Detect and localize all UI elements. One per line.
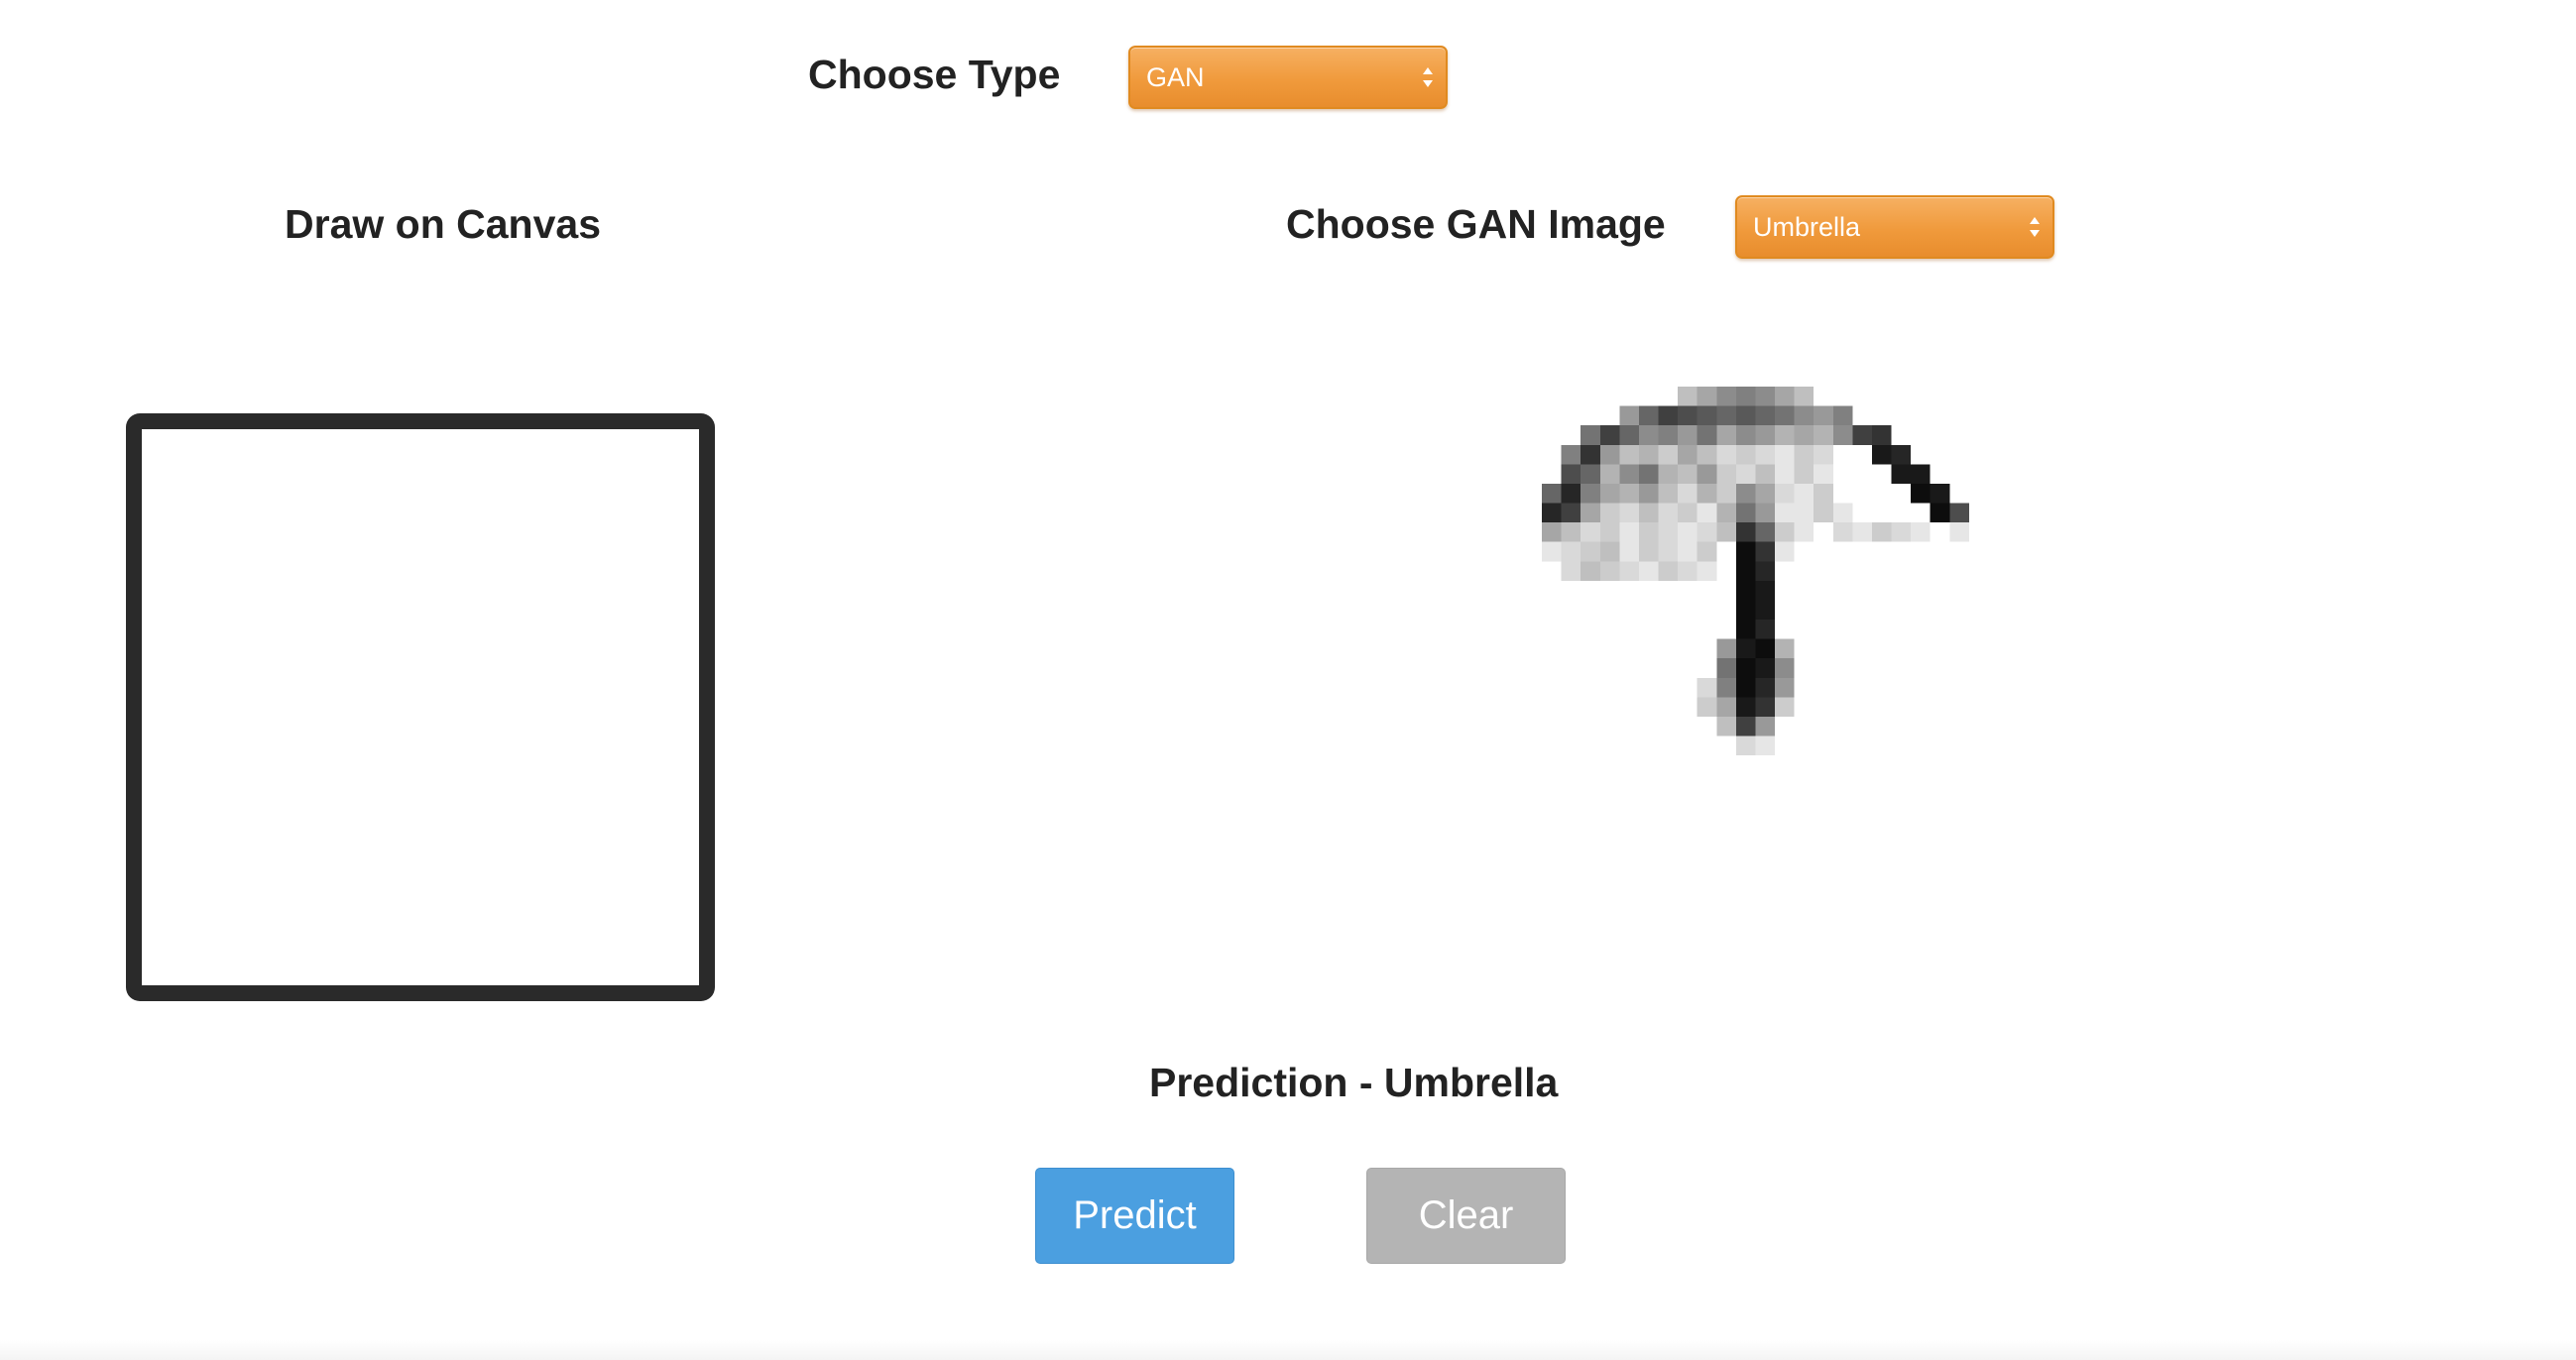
choose-gan-image-label: Choose GAN Image xyxy=(1286,201,1666,247)
gan-image-select[interactable]: Umbrella xyxy=(1735,195,2054,259)
umbrella-sketch-image xyxy=(1542,387,1969,756)
page-bottom-edge xyxy=(0,1340,2576,1360)
draw-on-canvas-label: Draw on Canvas xyxy=(285,201,601,247)
choose-type-label: Choose Type xyxy=(808,52,1061,97)
drawing-canvas[interactable] xyxy=(126,413,715,1001)
clear-button[interactable]: Clear xyxy=(1366,1168,1566,1264)
gan-image-select-value: Umbrella xyxy=(1753,211,1861,242)
select-arrows-icon xyxy=(1416,62,1440,92)
predict-button[interactable]: Predict xyxy=(1035,1168,1234,1264)
type-select[interactable]: GAN xyxy=(1128,46,1448,109)
type-select-value: GAN xyxy=(1146,61,1205,92)
prediction-text: Prediction - Umbrella xyxy=(1149,1060,1559,1105)
select-arrows-icon xyxy=(2023,212,2047,242)
